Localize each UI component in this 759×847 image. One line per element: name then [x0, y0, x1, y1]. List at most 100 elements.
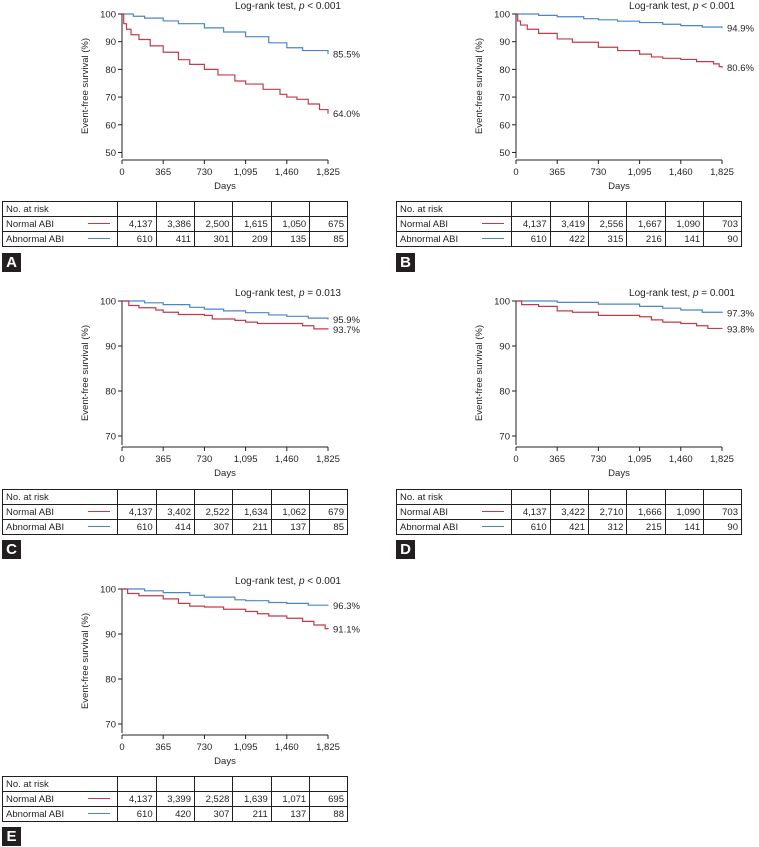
risk-value-normal: 2,528 — [193, 791, 234, 807]
risk-header-cell — [309, 489, 348, 505]
risk-label-abnormal: Abnormal ABI — [1, 231, 80, 247]
risk-label-normal: Normal ABI — [1, 504, 80, 520]
risk-value-normal: 2,710 — [587, 504, 628, 520]
risk-value-normal: 1,666 — [626, 504, 666, 520]
risk-header-label: No. at risk — [1, 201, 80, 217]
risk-value-normal: 3,386 — [155, 216, 196, 232]
x-tick-label-b: 1,095 — [628, 167, 652, 178]
risk-header-cell — [232, 776, 272, 792]
x-tick-label-c: 1,095 — [234, 454, 258, 465]
risk-value-abnormal: 421 — [549, 519, 590, 535]
risk-key-abnormal — [473, 231, 513, 247]
y-tick-label-b: 80 — [499, 65, 510, 76]
legend-line-normal — [87, 511, 110, 513]
y-tick-label-d: 90 — [499, 342, 510, 353]
risk-value-normal: 1,090 — [664, 504, 705, 520]
risk-header-cell — [155, 489, 196, 505]
panel-letter-c: C — [2, 540, 21, 559]
end-label-normal-a: 64.0% — [333, 109, 360, 120]
risk-value-abnormal: 209 — [232, 231, 272, 247]
x-tick-label-a: 730 — [196, 167, 212, 178]
survival-chart-d: Log-rank test, p = 0.001 70 80 90 100 0 365 730… — [474, 288, 754, 479]
series-line-abnormal-e — [122, 588, 329, 606]
risk-key-normal — [473, 504, 513, 520]
risk-value-normal: 1,050 — [270, 216, 311, 232]
series-line-abnormal-a — [122, 13, 329, 55]
series-line-normal-b — [516, 13, 723, 68]
legend-line-abnormal — [87, 813, 110, 815]
risk-header-cell — [193, 201, 234, 217]
risk-header-label: No. at risk — [395, 489, 474, 505]
risk-value-abnormal: 90 — [703, 231, 742, 247]
risk-row-abnormal: Abnormal ABI 610 422 315 216 141 90 — [395, 231, 742, 247]
y-axis-label-c: Event-free survival (%) — [80, 325, 91, 421]
x-tick-label-d: 365 — [549, 454, 565, 465]
end-label-abnormal-b: 94.9% — [727, 24, 754, 35]
risk-header-cell — [626, 201, 666, 217]
series-line-normal-a — [122, 13, 329, 114]
risk-label-normal: Normal ABI — [395, 504, 474, 520]
risk-value-abnormal: 211 — [232, 806, 272, 822]
risk-header-label: No. at risk — [1, 776, 80, 792]
risk-value-abnormal: 90 — [703, 519, 742, 535]
risk-header-cell — [309, 201, 348, 217]
panel-b: Log-rank test, p < 0.001 50 60 70 80 90 100 0 36… — [394, 0, 759, 280]
risk-header-row: No. at risk — [1, 201, 348, 217]
legend-line-abnormal — [481, 238, 504, 240]
y-tick-label-b: 100 — [494, 10, 510, 21]
risk-value-normal: 4,137 — [511, 216, 551, 232]
risk-header-cell — [232, 489, 272, 505]
x-tick-label-b: 365 — [549, 167, 565, 178]
x-tick-label-d: 0 — [513, 454, 518, 465]
risk-header-label: No. at risk — [1, 489, 80, 505]
risk-value-abnormal: 610 — [117, 519, 157, 535]
risk-header-cell — [626, 489, 666, 505]
y-tick-label-c: 100 — [100, 297, 116, 308]
risk-header-cell — [270, 201, 311, 217]
risk-header-cell — [703, 489, 742, 505]
risk-value-normal: 3,419 — [549, 216, 590, 232]
risk-value-normal: 703 — [703, 216, 742, 232]
y-axis-label-e: Event-free survival (%) — [80, 613, 91, 709]
risk-value-abnormal: 610 — [117, 806, 157, 822]
y-tick-label-a: 50 — [105, 148, 116, 159]
risk-value-abnormal: 88 — [309, 806, 348, 822]
risk-value-abnormal: 422 — [549, 231, 590, 247]
x-tick-label-e: 1,095 — [234, 742, 258, 753]
risk-header-cell — [117, 489, 157, 505]
end-label-abnormal-c: 95.9% — [333, 315, 360, 326]
risk-value-abnormal: 135 — [270, 231, 311, 247]
x-tick-label-e: 730 — [196, 742, 212, 753]
risk-header-cell — [155, 776, 196, 792]
x-tick-label-a: 1,825 — [316, 167, 340, 178]
y-tick-label-e: 70 — [105, 720, 116, 731]
risk-value-normal: 3,402 — [155, 504, 196, 520]
y-tick-label-b: 70 — [499, 93, 510, 104]
legend-line-normal — [481, 511, 504, 513]
risk-value-abnormal: 307 — [193, 806, 234, 822]
risk-header-cell — [587, 201, 628, 217]
risk-value-normal: 3,399 — [155, 791, 196, 807]
series-line-abnormal-c — [122, 300, 329, 320]
risk-key-normal — [473, 216, 513, 232]
risk-value-normal: 1,667 — [626, 216, 666, 232]
risk-value-normal: 1,090 — [664, 216, 705, 232]
risk-key-abnormal — [79, 806, 119, 822]
risk-key-normal — [79, 216, 119, 232]
x-tick-label-e: 1,460 — [275, 742, 299, 753]
risk-row-normal: Normal ABI 4,137 3,399 2,528 1,639 1,071 695 — [1, 791, 348, 807]
survival-chart-e: Log-rank test, p < 0.001 70 80 90 100 0 365 730… — [80, 576, 360, 767]
panel-c: Log-rank test, p = 0.013 70 80 90 100 0 365 730… — [0, 287, 380, 567]
x-tick-label-a: 365 — [155, 167, 171, 178]
risk-header-row: No. at risk — [1, 776, 348, 792]
series-line-normal-e — [122, 588, 329, 630]
survival-chart-a: Log-rank test, p < 0.001 50 60 70 80 90 100 0 36… — [80, 1, 360, 192]
y-axis-label-b: Event-free survival (%) — [474, 38, 485, 134]
risk-value-normal: 4,137 — [117, 216, 157, 232]
risk-value-normal: 4,137 — [117, 504, 157, 520]
risk-key-normal — [79, 791, 119, 807]
y-tick-label-b: 50 — [499, 148, 510, 159]
panel-letter-b: B — [396, 253, 415, 272]
survival-chart-c: Log-rank test, p = 0.013 70 80 90 100 0 365 730… — [80, 288, 360, 479]
x-tick-label-b: 1,460 — [669, 167, 693, 178]
